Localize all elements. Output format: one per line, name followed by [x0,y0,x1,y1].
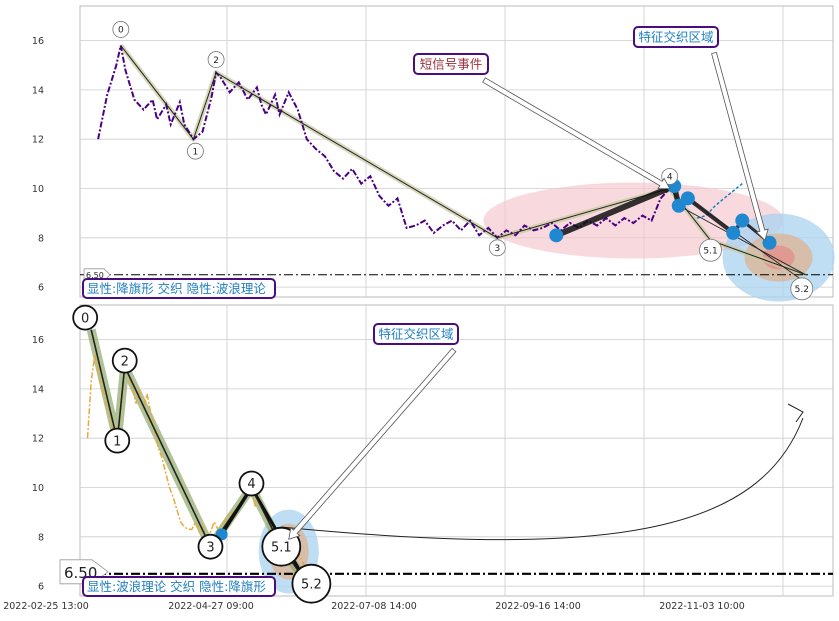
y-tick-label: 6 [38,582,44,593]
pattern-caption-box [82,576,276,597]
wave-point-label: 4 [247,477,255,492]
annotation-box [413,53,489,75]
x-tick-label: 2022-04-27 09:00 [168,601,254,612]
annotation-arrow [288,347,457,540]
x-tick-label: 2022-07-08 14:00 [331,601,417,612]
wave-point-label: 3 [494,244,500,254]
y-tick-label: 16 [32,36,44,47]
wave-point-marker [197,533,224,560]
y-tick-label: 12 [32,434,44,445]
pattern-caption-box [82,278,276,299]
y-tick-label: 10 [32,483,44,494]
y-tick-label: 12 [32,135,44,146]
signal-ray [678,205,806,276]
annotation-box [633,26,719,48]
reference-value-tag [83,268,111,282]
wave-point-marker [104,427,131,454]
wave-point-label: 1 [193,147,199,157]
projection-arc [281,417,804,541]
wave-point-marker [207,51,225,68]
y-tick-label: 8 [38,233,44,244]
annotation-label: 短信号事件 [420,57,483,72]
projection-line [696,183,743,219]
event-dot [735,213,750,228]
wave-point-marker [790,277,814,301]
wave-point-marker [699,238,722,262]
event-dot [549,228,564,243]
annotation-label: 特征交织区域 [638,30,713,45]
signal-segment [553,183,678,239]
wave-point-label: 3 [206,540,214,555]
wave-point-label: 5.2 [795,285,809,295]
signal-ray [687,197,807,284]
wave-point-label: 1 [113,434,121,449]
x-tick-label: 2022-11-03 10:00 [659,601,745,612]
wave-point-marker [238,470,265,497]
wave-point-label: 5.1 [703,247,717,257]
y-tick-label: 8 [38,532,44,543]
annotation-arrow [711,51,769,242]
reference-value-label: 6.50 [86,271,104,280]
y-tick-label: 6 [38,283,44,294]
wave-point-label: 0 [81,311,89,326]
event-dot [680,191,695,206]
event-dot [762,235,777,250]
price-series-line [97,45,671,240]
wave-point-marker [187,142,204,160]
wave-point-label: 2 [121,354,129,369]
wave-point-label: 0 [118,26,124,36]
pattern-caption: 显性:降旗形 交织 隐性:波浪理论 [87,281,266,296]
y-tick-label: 14 [32,85,44,96]
wave-point-marker [291,563,332,604]
y-tick-label: 10 [32,184,44,195]
y-tick-label: 14 [32,384,44,395]
event-dot [726,225,741,240]
wave-point-marker [488,239,506,257]
y-tick-label: 16 [32,335,44,346]
wave-point-label: 5.2 [301,577,322,592]
plot-frame [79,304,834,597]
pattern-caption: 显性:波浪理论 交织 隐性:降旗形 [87,579,266,594]
wave-point-label: 5.1 [271,540,292,555]
wave-point-marker [111,347,138,374]
annotation-arrow [482,77,671,190]
annotation-box [373,323,459,345]
wave-point-marker [112,21,130,38]
wave-point-label: 2 [213,56,219,66]
annotation-label: 特征交织区域 [378,327,453,342]
x-tick-label: 2022-02-25 13:00 [3,601,89,612]
x-tick-label: 2022-09-16 14:00 [495,601,581,612]
panel-top: 68101214166.50012345.15.2短信号事件特征交织区域显性:降… [32,5,835,302]
projection-arc-head [787,403,804,423]
wave-point-marker [72,304,99,331]
wave-point-label: 4 [667,173,673,183]
